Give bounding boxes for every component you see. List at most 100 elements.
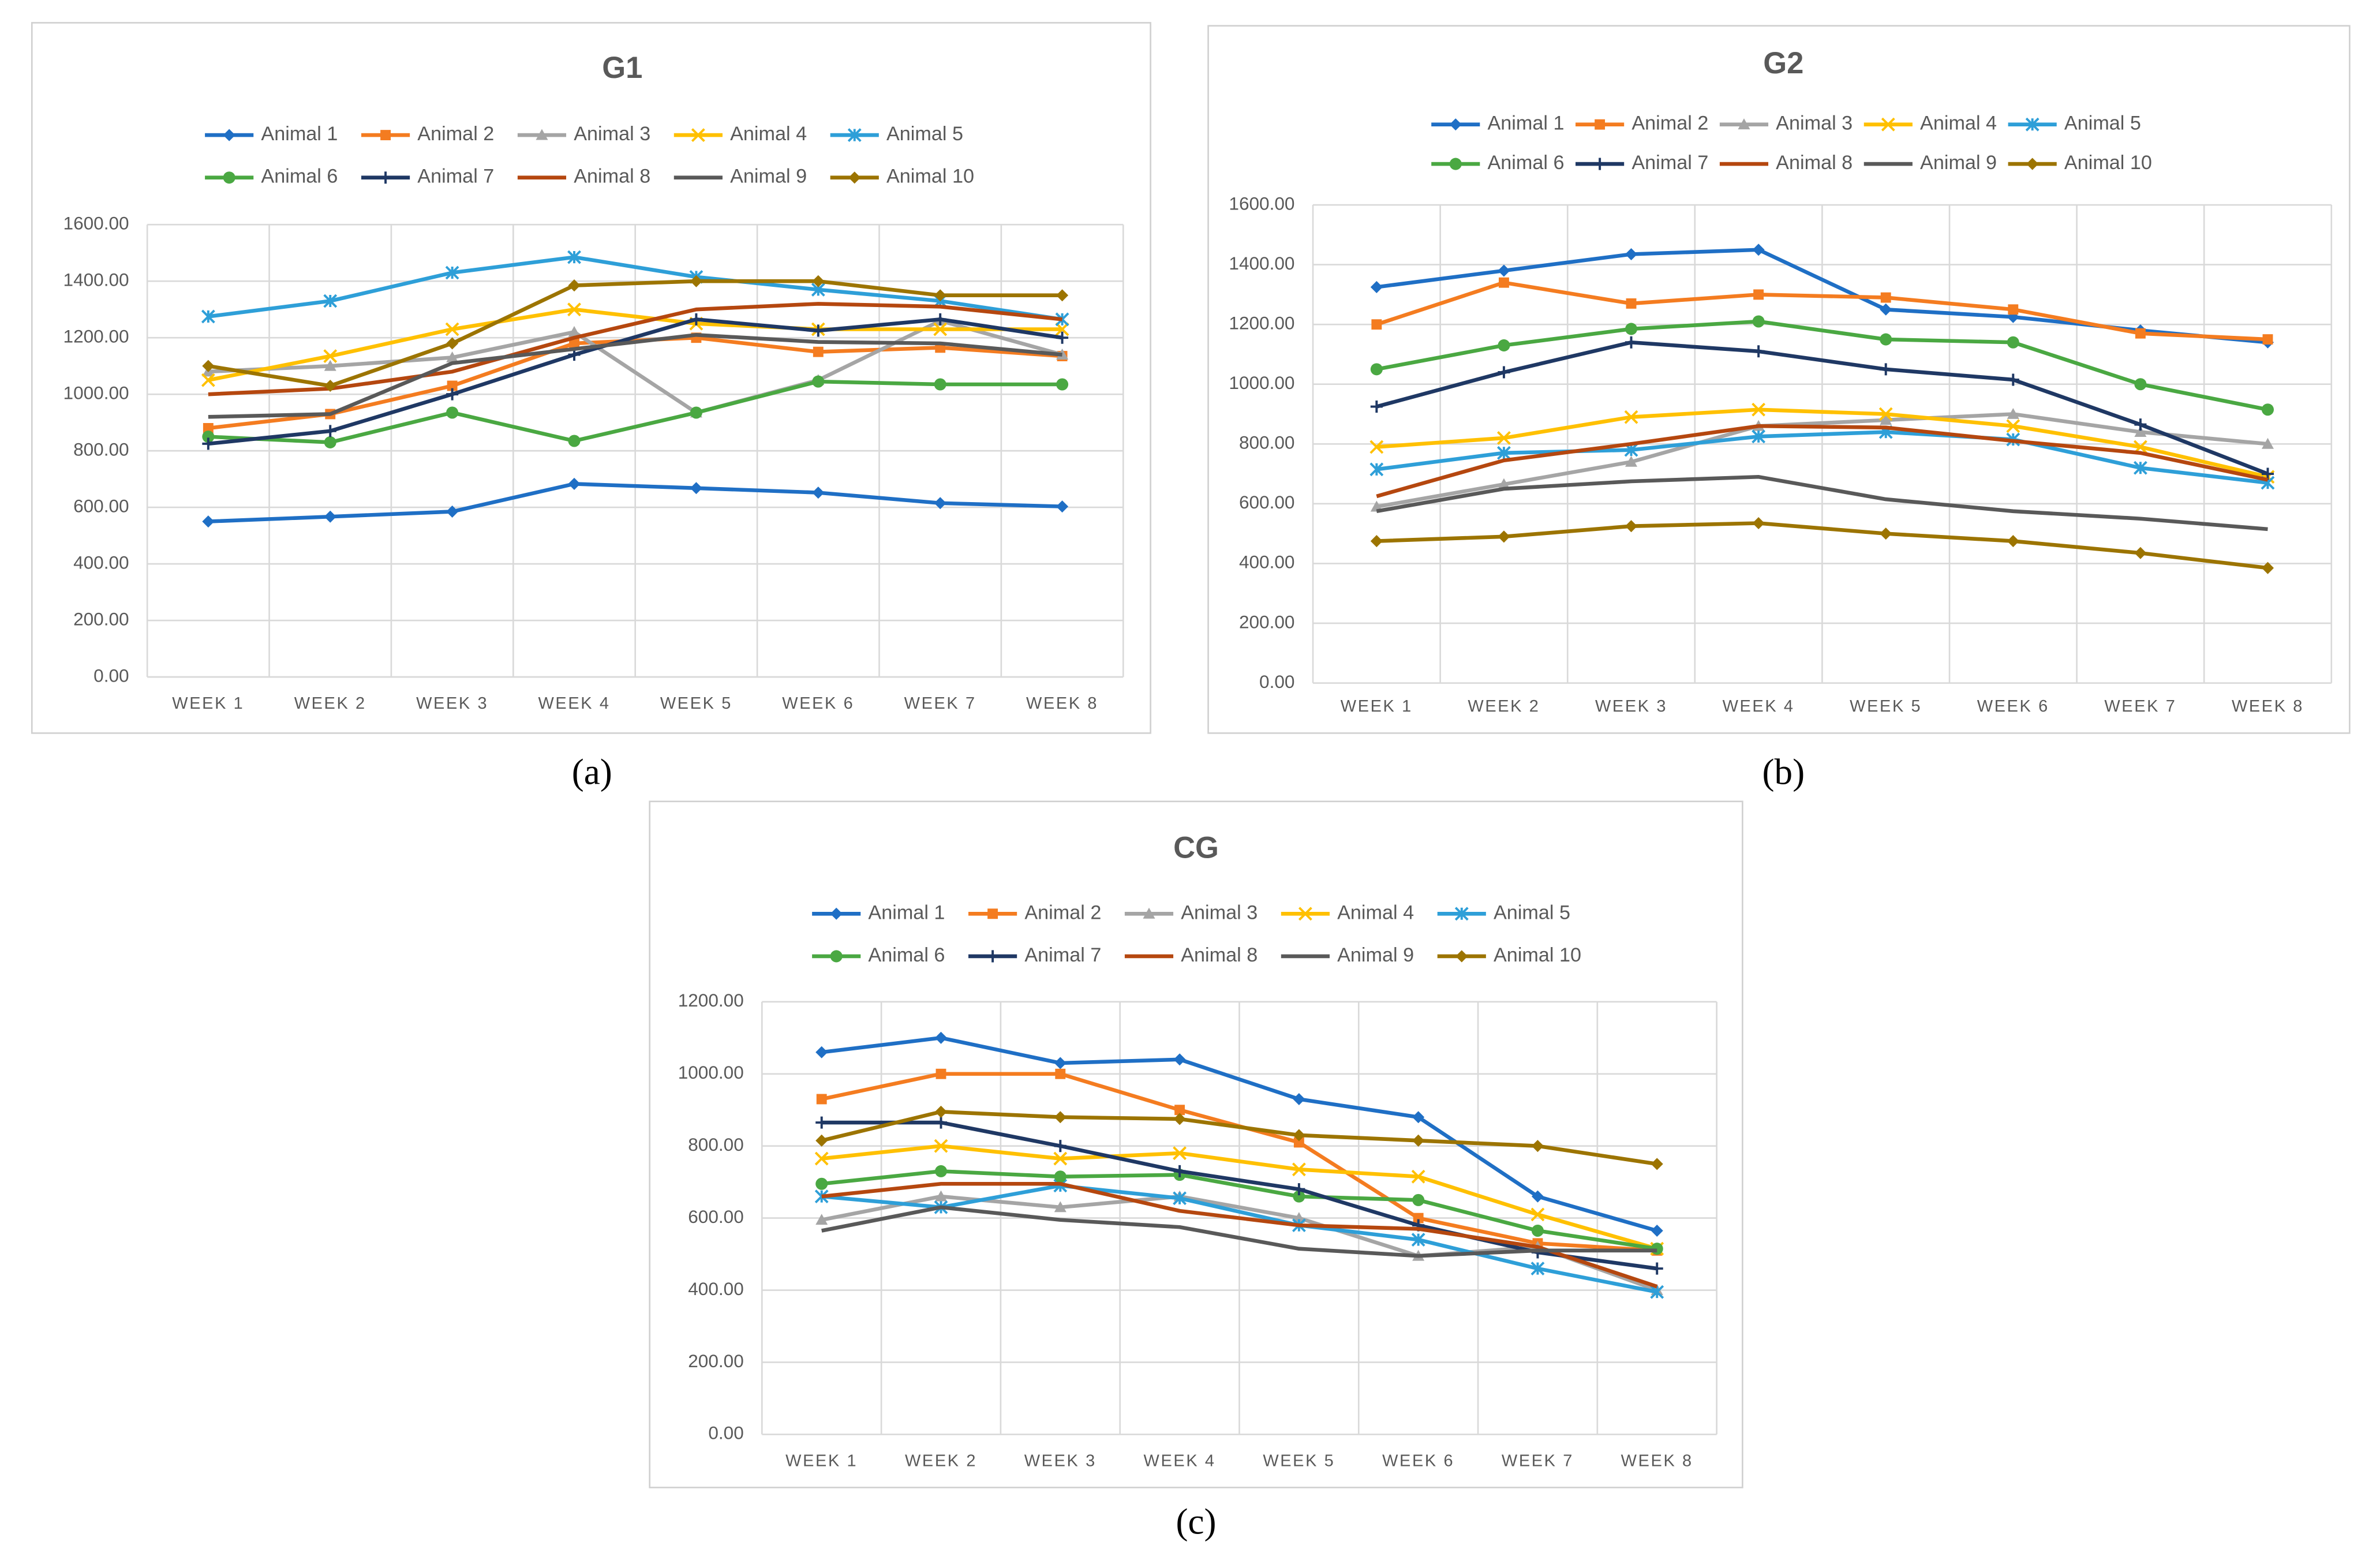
- point: [1625, 323, 1638, 335]
- series-line: [1376, 280, 2268, 342]
- legend-marker: [2025, 117, 2040, 132]
- legend-marker: [536, 129, 548, 140]
- point: [812, 375, 825, 388]
- point: [1498, 530, 1510, 543]
- legend-label: Animal 3: [574, 123, 650, 145]
- legend-marker: [1593, 158, 1606, 170]
- point: [202, 515, 215, 528]
- point: [690, 275, 702, 287]
- point: [567, 302, 581, 317]
- y-tick-label: 800.00: [1239, 432, 1295, 453]
- point: [1055, 312, 1069, 327]
- point: [1293, 1137, 1304, 1148]
- legend-label: Animal 3: [1776, 113, 1853, 134]
- legend-marker: [1449, 158, 1462, 170]
- legend-label: Animal 7: [1024, 944, 1101, 966]
- point: [568, 279, 581, 292]
- legend-marker: [1454, 907, 1469, 921]
- point: [1054, 1111, 1066, 1124]
- point: [1054, 1057, 1066, 1069]
- x-tick-label: WEEK 7: [904, 694, 976, 713]
- x-tick-label: WEEK 4: [538, 694, 610, 713]
- x-tick-label: WEEK 4: [1723, 697, 1795, 716]
- x-tick-label: WEEK 2: [294, 694, 366, 713]
- series-line: [821, 1036, 1658, 1233]
- x-tick-label: WEEK 4: [1144, 1451, 1216, 1470]
- point: [1371, 319, 1382, 330]
- point: [1370, 401, 1383, 413]
- point: [812, 275, 825, 287]
- point: [1293, 1212, 1305, 1223]
- point: [2261, 437, 2274, 449]
- series-line: [208, 255, 1063, 321]
- point: [203, 422, 214, 433]
- point: [690, 406, 702, 419]
- point: [2261, 403, 2274, 416]
- legend-label: Animal 10: [2064, 152, 2152, 174]
- point: [2007, 336, 2019, 349]
- series-line: [208, 332, 1062, 419]
- y-tick-label: 1600.00: [1229, 193, 1294, 214]
- point: [1625, 336, 1638, 349]
- point: [934, 1105, 948, 1118]
- point: [2007, 407, 2019, 419]
- point: [1369, 462, 1384, 477]
- series-line: [821, 1169, 1657, 1251]
- y-tick-label: 1000.00: [1229, 372, 1294, 393]
- point: [1173, 1165, 1186, 1177]
- point: [2135, 328, 2146, 339]
- legend-label: Animal 8: [1776, 152, 1853, 174]
- series-line: [821, 1181, 1658, 1289]
- y-tick-label: 600.00: [1239, 492, 1295, 512]
- point: [445, 265, 459, 280]
- series-line: [821, 1184, 1657, 1294]
- series-line: [208, 307, 1062, 382]
- point: [569, 338, 579, 349]
- legend-marker: [1595, 119, 1606, 130]
- point: [1369, 440, 1384, 454]
- point: [1173, 1191, 1187, 1206]
- legend-label: Animal 1: [1487, 113, 1564, 134]
- series-line: [821, 1205, 1657, 1258]
- point: [446, 388, 459, 401]
- point: [567, 250, 581, 264]
- y-tick-label: 1200.00: [678, 990, 744, 1011]
- x-tick-label: WEEK 7: [2104, 697, 2176, 716]
- point: [446, 505, 459, 518]
- point: [2134, 378, 2147, 391]
- series-line: [1376, 340, 2269, 476]
- y-tick-label: 800.00: [73, 439, 129, 459]
- legend-label: Animal 6: [1487, 152, 1564, 174]
- point: [1498, 478, 1510, 489]
- legend-marker: [987, 908, 998, 919]
- point: [1053, 1151, 1068, 1166]
- legend-label: Animal 8: [574, 166, 650, 188]
- y-tick-label: 1000.00: [678, 1062, 744, 1083]
- legend-label: Animal 9: [1337, 944, 1414, 966]
- legend-label: Animal 4: [730, 123, 807, 145]
- legend-label: Animal 10: [886, 166, 974, 188]
- point: [1752, 244, 1765, 256]
- point: [323, 294, 338, 308]
- point: [1293, 1092, 1305, 1106]
- point: [2008, 304, 2019, 315]
- point: [1625, 455, 1638, 467]
- series-line: [1376, 319, 2269, 411]
- y-tick-label: 1200.00: [1229, 313, 1294, 334]
- legend-label: Animal 6: [868, 944, 945, 966]
- point: [1752, 402, 1766, 417]
- point: [1498, 366, 1510, 379]
- y-tick-label: 800.00: [688, 1134, 744, 1155]
- legend-marker: [223, 129, 235, 141]
- x-tick-label: WEEK 5: [660, 694, 732, 713]
- x-tick-label: WEEK 7: [1502, 1451, 1574, 1470]
- x-tick-label: WEEK 5: [1263, 1451, 1335, 1470]
- x-tick-label: WEEK 3: [416, 694, 488, 713]
- panel-frame: [1207, 25, 2351, 734]
- point: [1880, 414, 1892, 425]
- legend-label: Animal 7: [417, 166, 494, 188]
- x-tick-label: WEEK 8: [1026, 694, 1098, 713]
- point: [1056, 500, 1069, 513]
- point: [2133, 461, 2147, 475]
